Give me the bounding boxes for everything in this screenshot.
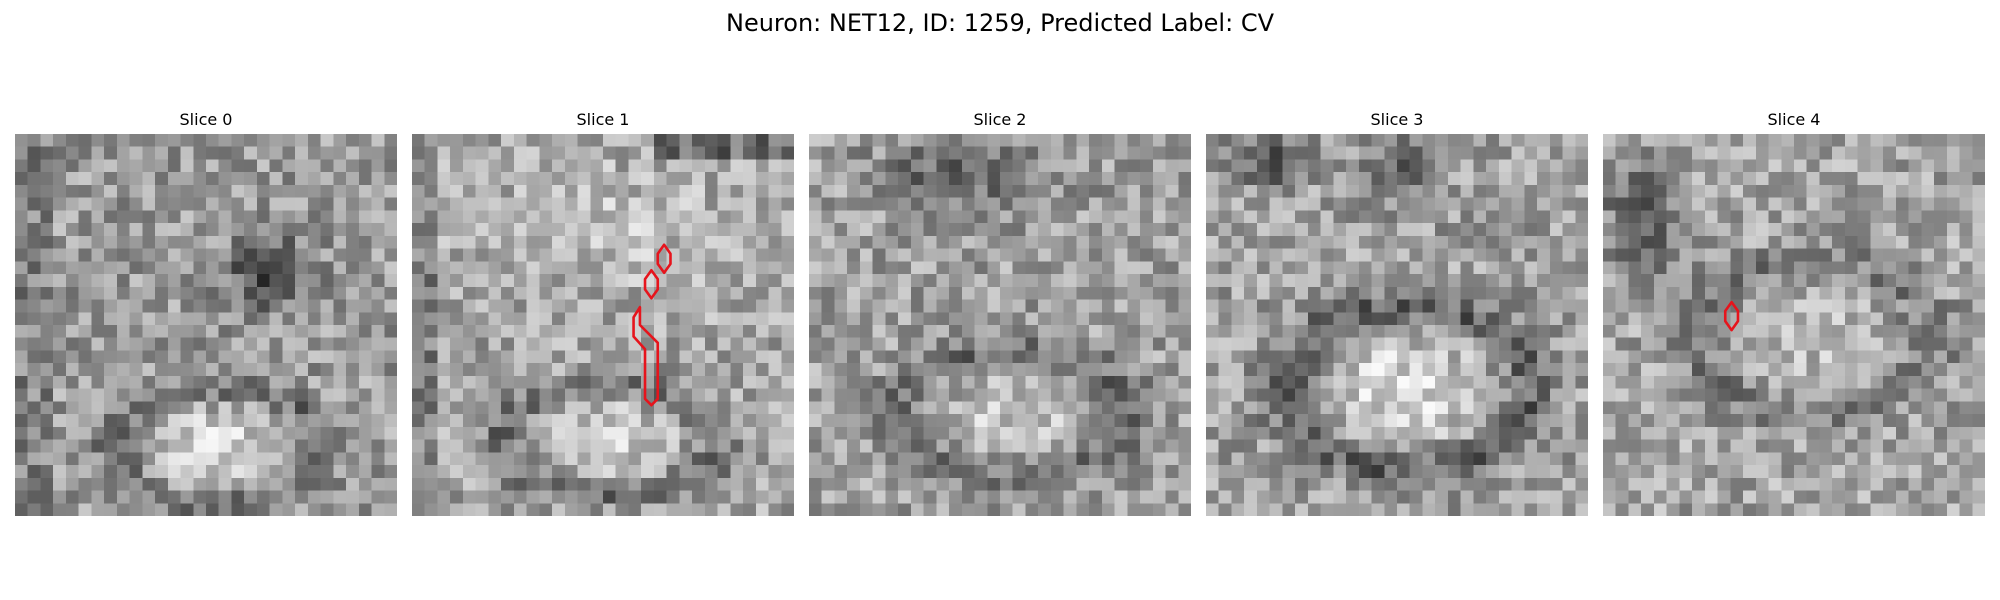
slice-image-0: [15, 134, 397, 516]
figure-title: Neuron: NET12, ID: 1259, Predicted Label…: [726, 9, 1274, 37]
segmentation-outline: [1725, 302, 1738, 330]
segmentation-outline: [658, 245, 671, 273]
slice-panel-4: Slice 4: [1603, 108, 1985, 520]
slice-title-2: Slice 2: [973, 110, 1027, 129]
slice-image-2: [809, 134, 1191, 516]
slice-title-0: Slice 0: [179, 110, 233, 129]
slice-image-1: [412, 134, 794, 516]
slice-image-4: [1603, 134, 1985, 516]
slice-panel-0: Slice 0: [15, 108, 397, 520]
slice-title-1: Slice 1: [576, 110, 630, 129]
slice-title-4: Slice 4: [1767, 110, 1821, 129]
slice-panel-3: Slice 3: [1206, 108, 1588, 520]
slice-image-3: [1206, 134, 1588, 516]
segmentation-outline: [645, 270, 658, 298]
segmentation-outline: [634, 307, 658, 405]
slice-title-3: Slice 3: [1370, 110, 1424, 129]
slice-panel-1: Slice 1: [412, 108, 794, 520]
slice-panel-2: Slice 2: [809, 108, 1191, 520]
